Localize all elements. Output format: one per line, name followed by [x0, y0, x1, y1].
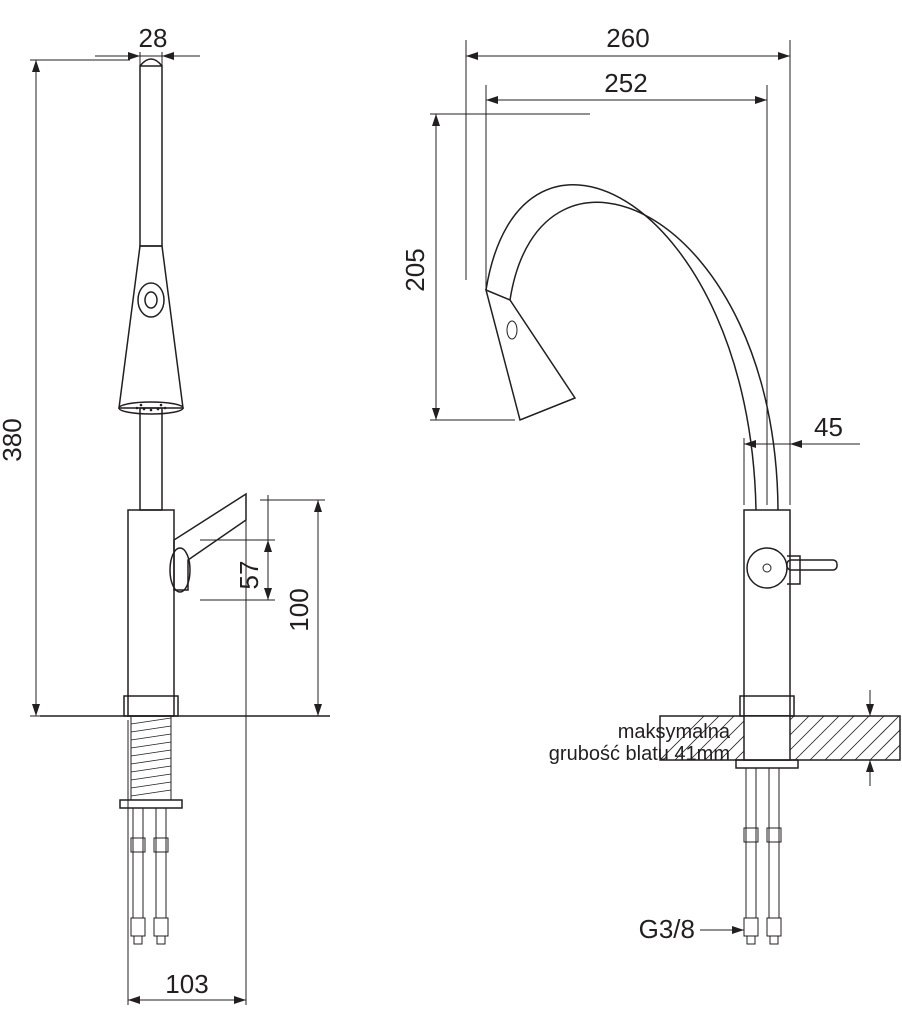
dim-45: 45: [744, 412, 860, 505]
dim-g38-label: G3/8: [639, 914, 695, 944]
dim-57-label: 57: [234, 561, 264, 590]
dim-205: 205: [400, 114, 590, 420]
dim-103-label: 103: [165, 969, 208, 999]
dim-57: 57: [200, 495, 275, 600]
right-view: [486, 185, 902, 944]
dim-205-label: 205: [400, 248, 430, 291]
right-hoses: [744, 768, 781, 944]
left-view: [40, 59, 330, 944]
dimensions: 28 380 103 57: [0, 23, 874, 1005]
dim-380-label: 380: [0, 418, 27, 461]
dim-counter-thickness: maksymalna grubość blatu 41mm: [549, 690, 874, 786]
dim-28-label: 28: [139, 23, 168, 53]
technical-drawing: 28 380 103 57: [0, 0, 902, 1024]
note-line2: grubość blatu 41mm: [549, 743, 730, 765]
dim-380: 380: [0, 60, 130, 716]
dim-45-label: 45: [814, 412, 843, 442]
dim-103: 103: [128, 520, 246, 1005]
dim-252-label: 252: [604, 68, 647, 98]
dim-100: 100: [200, 500, 325, 716]
dim-260-label: 260: [606, 23, 649, 53]
left-hoses: [131, 808, 168, 944]
dim-252: 252: [486, 68, 767, 505]
note-line1: maksymalna: [618, 721, 731, 743]
dim-100-label: 100: [284, 588, 314, 631]
dim-g38: G3/8: [639, 914, 744, 944]
mounting-thread: [120, 716, 182, 808]
